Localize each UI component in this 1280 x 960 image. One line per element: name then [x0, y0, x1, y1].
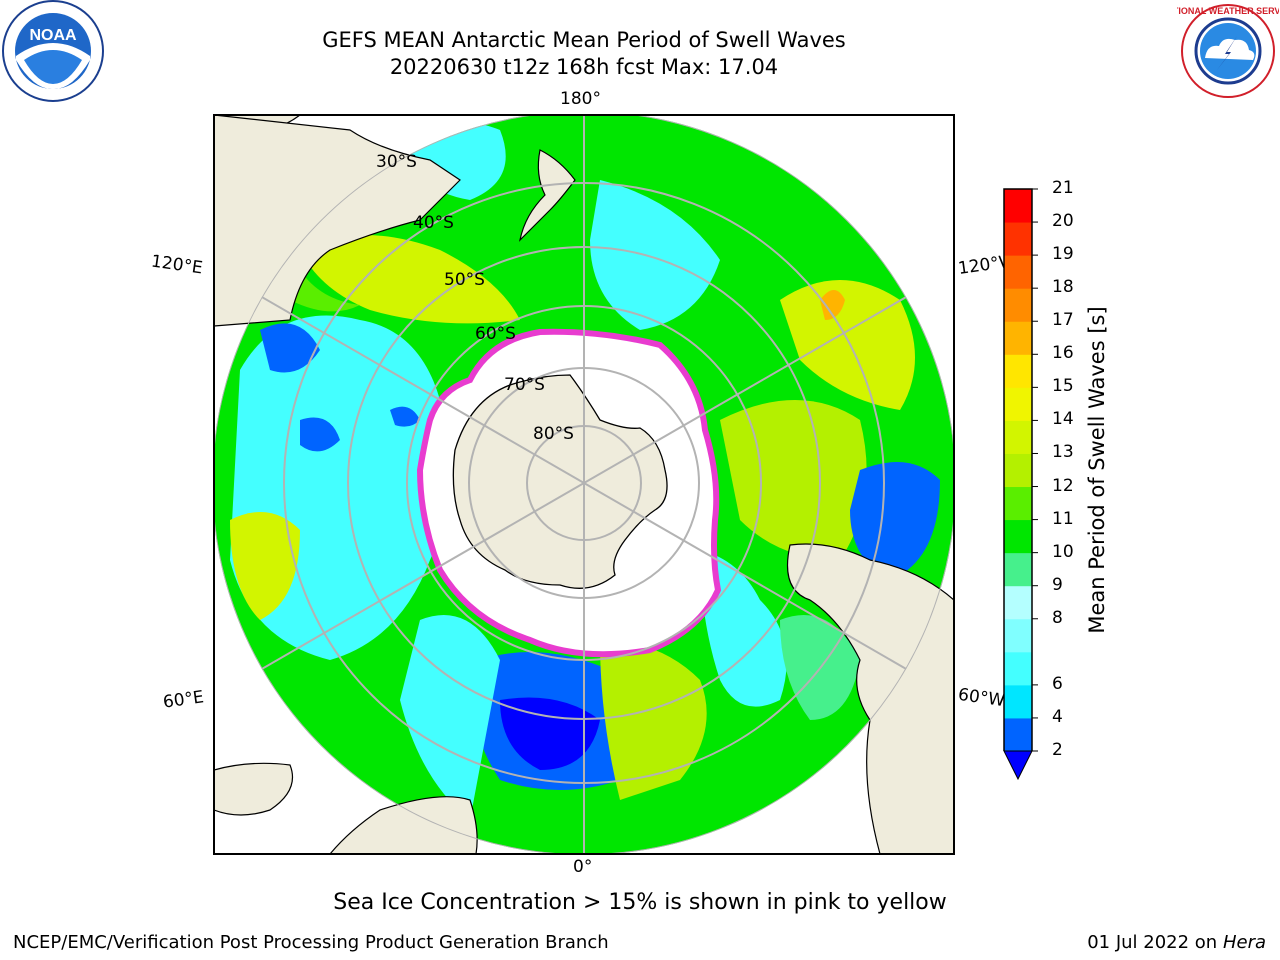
continents [214, 115, 954, 854]
colorbar-tick-label: 6 [1052, 673, 1063, 694]
colorbar-label: Mean Period of Swell Waves [s] [1085, 306, 1109, 634]
colorbar-tick-label: 11 [1052, 508, 1074, 529]
colorbar-swatch [1004, 486, 1032, 521]
graticule [214, 115, 954, 854]
colorbar-tick-label: 14 [1052, 409, 1074, 430]
lat-label-50s: 50°S [444, 270, 485, 290]
colorbar-tick-label: 17 [1052, 310, 1074, 331]
colorbar-tick-label: 13 [1052, 442, 1074, 463]
map-title: GEFS MEAN Antarctic Mean Period of Swell… [322, 28, 846, 52]
colorbar-swatch [1004, 288, 1032, 322]
colorbar-swatch [1004, 387, 1032, 421]
colorbar-swatch [1004, 651, 1032, 686]
colorbar-swatch [1004, 618, 1032, 653]
colorbar-tick-label: 20 [1052, 211, 1074, 232]
colorbar-swatch [1004, 222, 1032, 256]
svg-text:NOAA: NOAA [29, 27, 77, 44]
colorbar-tick-label: 10 [1052, 541, 1074, 562]
colorbar-swatch [1004, 453, 1032, 488]
colorbar-swatch [1004, 552, 1032, 587]
colorbar-tick-label: 9 [1052, 574, 1063, 595]
nws-logo: NATIONAL WEATHER SERVICE [1177, 2, 1279, 100]
colorbar-tick-label: 19 [1052, 244, 1074, 265]
colorbar-swatch [1004, 420, 1032, 454]
svg-text:NATIONAL WEATHER SERVICE: NATIONAL WEATHER SERVICE [1177, 6, 1279, 16]
colorbar-tick-label: 8 [1052, 607, 1063, 628]
colorbar-swatch [1004, 189, 1032, 223]
lat-label-80s: 80°S [533, 424, 574, 444]
colorbar-swatch [1004, 585, 1032, 620]
meridian-label-0: 0° [573, 857, 593, 877]
colorbar-tick-label: 16 [1052, 343, 1074, 364]
footer-timestamp: 01 Jul 2022 on Hera [1087, 932, 1266, 953]
lat-label-40s: 40°S [413, 213, 454, 233]
colorbar-tick-label: 12 [1052, 475, 1074, 496]
colorbar [1003, 188, 1038, 781]
colorbar-swatch [1004, 519, 1032, 554]
colorbar-swatch [1004, 354, 1032, 388]
colorbar-tick-label: 21 [1052, 178, 1074, 198]
noaa-logo: NOAA [2, 0, 104, 102]
colorbar-swatch [1004, 717, 1032, 752]
lat-label-60s: 60°S [475, 324, 516, 344]
map-subtitle: 20220630 t12z 168h fcst Max: 17.04 [389, 55, 779, 79]
footer-credit: NCEP/EMC/Verification Post Processing Pr… [13, 932, 609, 953]
colorbar-tick-label: 15 [1052, 376, 1074, 397]
colorbar-swatch [1004, 255, 1032, 289]
colorbar-extend-arrow [1003, 750, 1033, 781]
colorbar-tick-label: 2 [1052, 740, 1063, 760]
colorbar-tick-label: 4 [1052, 706, 1063, 727]
antarctica [452, 374, 668, 589]
meridian-label-180: 180° [560, 89, 601, 109]
colorbar-tick-label: 18 [1052, 277, 1074, 298]
lat-label-70s: 70°S [504, 375, 545, 395]
colorbar-swatch [1004, 684, 1032, 719]
colorbar-swatch [1004, 321, 1032, 355]
map-frame [213, 114, 955, 855]
lat-label-30s: 30°S [376, 152, 417, 172]
sea-ice-note: Sea Ice Concentration > 15% is shown in … [333, 890, 947, 915]
